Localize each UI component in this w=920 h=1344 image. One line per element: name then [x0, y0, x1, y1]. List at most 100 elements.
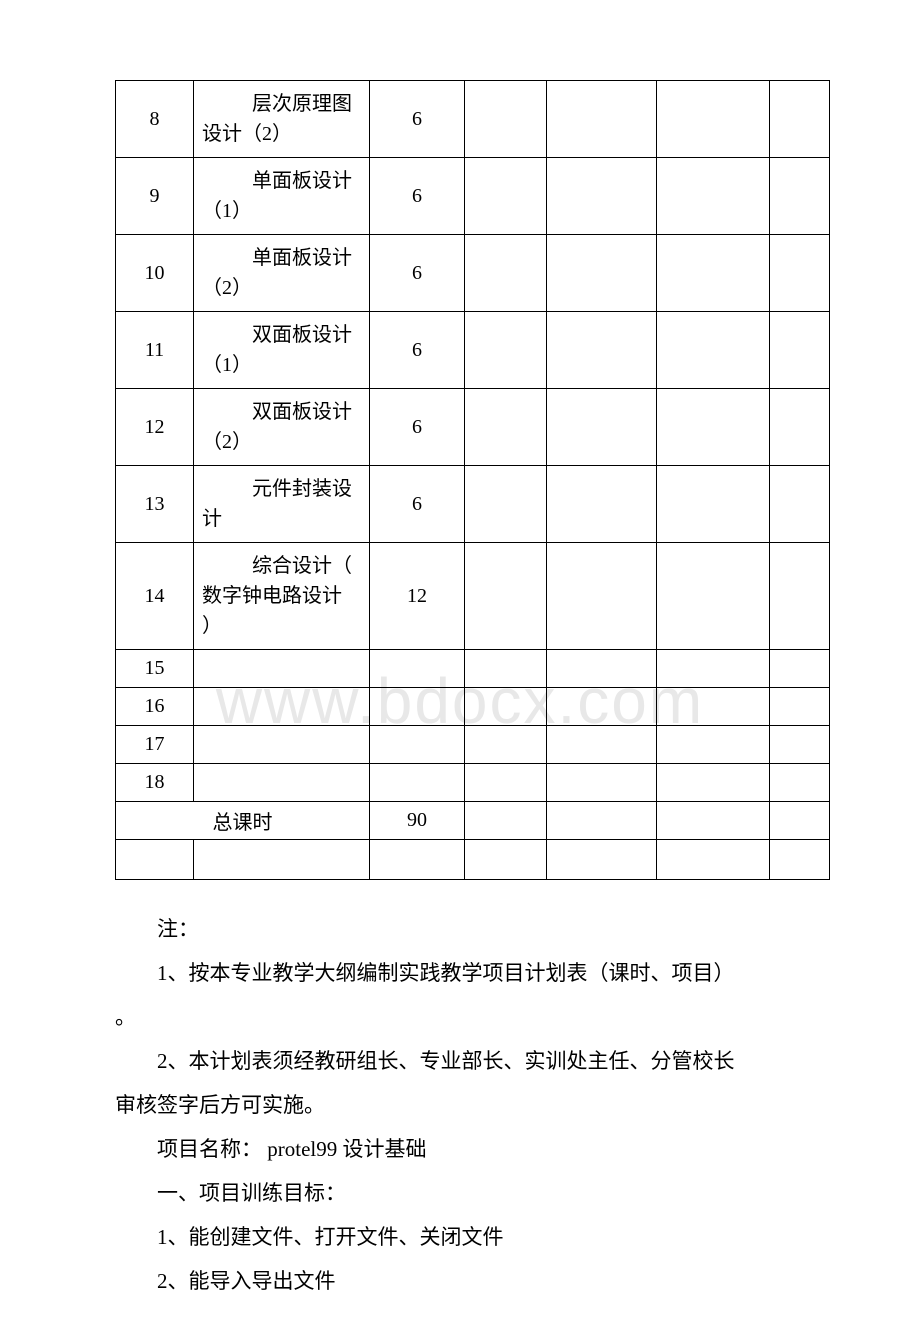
empty-cell — [770, 81, 830, 158]
empty-cell — [657, 840, 770, 880]
section-heading: 一、项目训练目标： — [115, 1172, 830, 1214]
item-name-line: 双面板设计 — [202, 320, 363, 350]
hours-cell: 12 — [370, 543, 465, 650]
row-number: 9 — [116, 158, 194, 235]
empty-cell — [657, 81, 770, 158]
item-name-cell: 单面板设计 （1） — [194, 158, 370, 235]
goal-item: 2、能导入导出文件 — [115, 1260, 830, 1302]
item-name-line: （2） — [202, 277, 252, 299]
empty-cell — [770, 389, 830, 466]
empty-cell — [657, 466, 770, 543]
empty-cell — [657, 764, 770, 802]
empty-cell — [770, 543, 830, 650]
project-name: 项目名称： protel99 设计基础 — [115, 1128, 830, 1170]
table-row: 8 层次原理图 设计（2） 6 — [116, 81, 830, 158]
table-row: 16 — [116, 688, 830, 726]
empty-cell — [770, 650, 830, 688]
empty-cell — [770, 802, 830, 840]
note-item: 1、按本专业教学大纲编制实践教学项目计划表（课时、项目） — [115, 952, 830, 994]
empty-cell — [547, 81, 657, 158]
empty-cell — [465, 726, 547, 764]
empty-cell — [657, 650, 770, 688]
empty-cell — [547, 389, 657, 466]
row-number: 8 — [116, 81, 194, 158]
empty-cell — [657, 726, 770, 764]
empty-cell — [657, 389, 770, 466]
empty-cell — [547, 726, 657, 764]
blank-row — [116, 840, 830, 880]
empty-cell — [770, 312, 830, 389]
hours-cell — [370, 726, 465, 764]
empty-cell — [770, 764, 830, 802]
empty-cell — [547, 158, 657, 235]
empty-cell — [465, 543, 547, 650]
item-name-line: 单面板设计 — [202, 166, 363, 196]
total-label: 总课时 — [116, 802, 370, 840]
empty-cell — [657, 312, 770, 389]
hours-cell — [370, 764, 465, 802]
table-row: 14 综合设计（ 数字钟电路设计 ） 12 — [116, 543, 830, 650]
row-number: 12 — [116, 389, 194, 466]
item-name-cell: 层次原理图 设计（2） — [194, 81, 370, 158]
total-row: 总课时 90 — [116, 802, 830, 840]
empty-cell — [770, 158, 830, 235]
item-name-line: （2） — [202, 431, 252, 453]
table-row: 18 — [116, 764, 830, 802]
empty-cell — [547, 840, 657, 880]
row-number: 13 — [116, 466, 194, 543]
empty-cell — [465, 312, 547, 389]
item-name-line: 计 — [202, 508, 222, 530]
empty-cell — [465, 235, 547, 312]
note-item-continuation: 审核签字后方可实施。 — [115, 1084, 830, 1126]
hours-cell: 6 — [370, 466, 465, 543]
item-name-line: 设计（2） — [202, 123, 292, 145]
empty-cell — [657, 688, 770, 726]
item-name-cell — [194, 764, 370, 802]
item-name-line: 综合设计（ — [202, 551, 363, 581]
empty-cell — [465, 764, 547, 802]
item-name-cell: 元件封装设 计 — [194, 466, 370, 543]
hours-cell — [370, 650, 465, 688]
empty-cell — [465, 802, 547, 840]
notes-section: 注： 1、按本专业教学大纲编制实践教学项目计划表（课时、项目） 。 2、本计划表… — [115, 908, 830, 1302]
empty-cell — [770, 688, 830, 726]
empty-cell — [465, 840, 547, 880]
empty-cell — [770, 726, 830, 764]
item-name-line: 数字钟电路设计 — [202, 585, 342, 607]
item-name-cell: 单面板设计 （2） — [194, 235, 370, 312]
empty-cell — [194, 840, 370, 880]
empty-cell — [465, 158, 547, 235]
table-row: 13 元件封装设 计 6 — [116, 466, 830, 543]
item-name-line: 层次原理图 — [202, 89, 363, 119]
hours-cell: 6 — [370, 235, 465, 312]
row-number: 14 — [116, 543, 194, 650]
item-name-line: 元件封装设 — [202, 474, 363, 504]
row-number: 11 — [116, 312, 194, 389]
empty-cell — [770, 840, 830, 880]
item-name-cell — [194, 726, 370, 764]
empty-cell — [547, 312, 657, 389]
empty-cell — [370, 840, 465, 880]
empty-cell — [657, 802, 770, 840]
row-number: 15 — [116, 650, 194, 688]
row-number: 10 — [116, 235, 194, 312]
item-name-line: （1） — [202, 354, 252, 376]
item-name-line: 双面板设计 — [202, 397, 363, 427]
document-page: 8 层次原理图 设计（2） 6 9 单面板设计 （1 — [0, 0, 920, 1344]
item-name-line: （1） — [202, 200, 252, 222]
table-row: 11 双面板设计 （1） 6 — [116, 312, 830, 389]
empty-cell — [547, 688, 657, 726]
goal-item: 1、能创建文件、打开文件、关闭文件 — [115, 1216, 830, 1258]
hours-cell — [370, 688, 465, 726]
empty-cell — [657, 543, 770, 650]
row-number: 17 — [116, 726, 194, 764]
empty-cell — [465, 466, 547, 543]
table-row: 9 单面板设计 （1） 6 — [116, 158, 830, 235]
table-row: 10 单面板设计 （2） 6 — [116, 235, 830, 312]
hours-cell: 6 — [370, 312, 465, 389]
empty-cell — [547, 235, 657, 312]
empty-cell — [547, 543, 657, 650]
row-number: 16 — [116, 688, 194, 726]
item-name-line: 单面板设计 — [202, 243, 363, 273]
table-row: 12 双面板设计 （2） 6 — [116, 389, 830, 466]
